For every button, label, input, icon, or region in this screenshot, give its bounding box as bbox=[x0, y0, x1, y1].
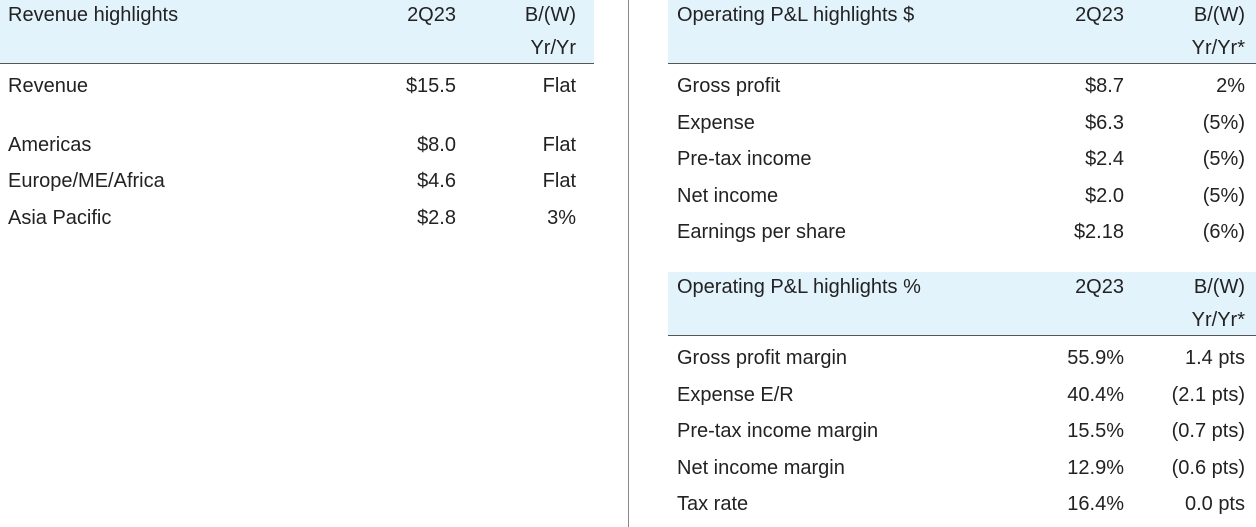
pl-percent-header-comp-line2: Yr/Yr* bbox=[1191, 308, 1245, 331]
row-value: 40.4% bbox=[1067, 383, 1124, 406]
row-value: $2.0 bbox=[1085, 184, 1124, 207]
table-row: Revenue $15.5 Flat bbox=[0, 68, 594, 105]
pl-dollar-table-header: Operating P&L highlights $ 2Q23 B/(W) Yr… bbox=[668, 0, 1256, 64]
row-label: Earnings per share bbox=[677, 221, 846, 244]
row-change: Flat bbox=[542, 170, 576, 193]
row-value: 15.5% bbox=[1067, 420, 1124, 443]
row-change: 1.4 pts bbox=[1184, 346, 1245, 369]
table-row: Gross profit $8.7 2% bbox=[668, 68, 1256, 105]
revenue-table-header: Revenue highlights 2Q23 B/(W) Yr/Yr bbox=[0, 0, 594, 64]
row-value: $2.4 bbox=[1085, 148, 1124, 171]
row-label: Tax rate bbox=[677, 493, 749, 516]
row-change: Flat bbox=[542, 133, 576, 156]
row-label: Pre-tax income bbox=[677, 148, 812, 171]
row-change: (5%) bbox=[1202, 148, 1245, 171]
row-label: Asia Pacific bbox=[8, 206, 112, 229]
row-change: (2.1 pts) bbox=[1171, 383, 1245, 406]
table-row: Gross profit margin 55.9% 1.4 pts bbox=[668, 340, 1256, 377]
row-change: 3% bbox=[547, 206, 576, 229]
table-row: Europe/ME/Africa $4.6 Flat bbox=[0, 163, 594, 200]
table-row: Expense $6.3 (5%) bbox=[668, 105, 1256, 142]
table-row: Net income margin 12.9% (0.6 pts) bbox=[668, 450, 1256, 487]
pl-dollar-header-comp-line2: Yr/Yr* bbox=[1191, 37, 1245, 59]
row-change: 0.0 pts bbox=[1184, 493, 1245, 516]
table-row: Expense E/R 40.4% (2.1 pts) bbox=[668, 377, 1256, 414]
row-value: 16.4% bbox=[1067, 493, 1124, 516]
row-label: Expense E/R bbox=[677, 383, 794, 406]
pl-dollar-header-comp-line1: B/(W) bbox=[1193, 4, 1245, 26]
row-value: $2.18 bbox=[1073, 221, 1124, 244]
revenue-highlights-table: Revenue highlights 2Q23 B/(W) Yr/Yr Reve… bbox=[0, 0, 594, 236]
row-change: (5%) bbox=[1202, 184, 1245, 207]
pl-percent-table-header: Operating P&L highlights % 2Q23 B/(W) Yr… bbox=[668, 271, 1256, 336]
table-row: Net income $2.0 (5%) bbox=[668, 178, 1256, 215]
row-label: Gross profit margin bbox=[677, 346, 848, 369]
revenue-header-comp-line2: Yr/Yr bbox=[530, 37, 576, 59]
row-change: (5%) bbox=[1202, 111, 1245, 134]
row-label: Net income margin bbox=[677, 456, 845, 479]
row-label: Gross profit bbox=[677, 75, 781, 97]
row-value: $8.7 bbox=[1085, 75, 1124, 97]
row-change: (0.6 pts) bbox=[1171, 456, 1245, 479]
table-row: Americas $8.0 Flat bbox=[0, 127, 594, 164]
table-row: Earnings per share $2.18 (6%) bbox=[668, 214, 1256, 251]
row-change: 2% bbox=[1216, 75, 1245, 97]
pl-percent-header-label: Operating P&L highlights % bbox=[677, 275, 921, 298]
row-label: Revenue bbox=[8, 75, 89, 97]
row-label: Expense bbox=[677, 111, 755, 134]
row-value: 12.9% bbox=[1067, 456, 1124, 479]
table-row: Tax rate 16.4% 0.0 pts bbox=[668, 486, 1256, 523]
table-row: Pre-tax income margin 15.5% (0.7 pts) bbox=[668, 413, 1256, 450]
pl-percent-header-period: 2Q23 bbox=[1075, 275, 1124, 298]
pl-dollar-header-label: Operating P&L highlights $ bbox=[677, 4, 915, 26]
row-label: Net income bbox=[677, 184, 779, 207]
row-label: Europe/ME/Africa bbox=[8, 170, 165, 193]
row-value: $6.3 bbox=[1085, 111, 1124, 134]
revenue-header-label: Revenue highlights bbox=[8, 4, 179, 26]
row-label: Americas bbox=[8, 133, 92, 156]
operating-pl-tables: Operating P&L highlights $ 2Q23 B/(W) Yr… bbox=[668, 0, 1256, 523]
row-value: $8.0 bbox=[417, 133, 456, 156]
row-value: 55.9% bbox=[1067, 346, 1124, 369]
row-value: $15.5 bbox=[405, 75, 456, 97]
row-value: $2.8 bbox=[417, 206, 456, 229]
row-change: (0.7 pts) bbox=[1171, 420, 1245, 443]
revenue-header-period: 2Q23 bbox=[407, 4, 456, 26]
table-row: Asia Pacific $2.8 3% bbox=[0, 200, 594, 237]
row-label: Pre-tax income margin bbox=[677, 420, 879, 443]
pl-percent-header-comp-line1: B/(W) bbox=[1193, 275, 1245, 298]
table-row: Pre-tax income $2.4 (5%) bbox=[668, 141, 1256, 178]
revenue-header-comp-line1: B/(W) bbox=[524, 4, 576, 26]
row-change: (6%) bbox=[1202, 221, 1245, 244]
row-change: Flat bbox=[542, 75, 576, 97]
vertical-divider bbox=[628, 0, 629, 527]
pl-dollar-header-period: 2Q23 bbox=[1075, 4, 1124, 26]
row-value: $4.6 bbox=[417, 170, 456, 193]
